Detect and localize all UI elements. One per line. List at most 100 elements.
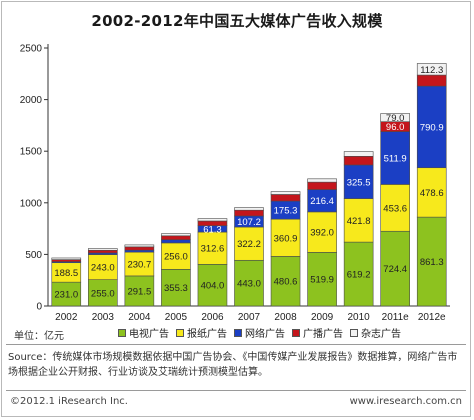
website-text: www.iresearch.com.cn — [349, 396, 462, 407]
legend-label-internet: 网络广告 — [245, 329, 285, 340]
legend-item-internet: 网络广告 — [234, 325, 285, 340]
bar-segment-tv — [380, 230, 410, 307]
bar-segment-tv — [343, 241, 374, 307]
data-label-tv: 519.9 — [310, 275, 334, 286]
data-label-internet: 107.2 — [237, 217, 261, 228]
y-tick-label: 500 — [25, 250, 42, 261]
legend-item-magazine: 杂志广告 — [350, 325, 401, 340]
source-note: Source：传统媒体市场规模数据依据中国广告协会、《中国传媒产业发展报告》数据… — [8, 352, 458, 378]
y-tick-label: 1000 — [20, 198, 43, 209]
data-label-magazine: 79.0 — [386, 113, 405, 124]
bar-segment-tv — [161, 269, 191, 307]
data-label-internet: 790.9 — [420, 122, 444, 133]
copyright-text: ©2012.1 iResearch Inc. — [10, 396, 128, 407]
data-label-tv: 404.0 — [201, 281, 225, 292]
data-label-newspaper: 230.7 — [127, 260, 151, 271]
legend-label-magazine: 杂志广告 — [361, 329, 401, 340]
bar-segment-magazine — [161, 233, 191, 237]
bar-segment-magazine — [197, 218, 228, 222]
bar-segment-magazine — [416, 63, 447, 76]
bar-segment-magazine — [343, 151, 374, 157]
bar-segment-internet — [343, 164, 374, 199]
data-label-newspaper: 360.9 — [274, 233, 298, 244]
legend-label-newspaper: 报纸广告 — [187, 329, 227, 340]
data-label-radio: 96.0 — [386, 122, 405, 133]
bar-segment-radio — [51, 259, 82, 262]
data-label-newspaper: 322.2 — [237, 239, 261, 250]
bar-segment-radio — [124, 246, 155, 251]
x-tick-label: 2012e — [418, 312, 446, 323]
x-tick-label: 2010 — [348, 312, 371, 323]
bar-segment-internet — [380, 131, 410, 185]
data-label-newspaper: 421.8 — [347, 216, 371, 227]
bar-segment-magazine — [270, 191, 301, 195]
divider-bottom — [6, 390, 466, 391]
bar-segment-magazine — [234, 207, 264, 211]
data-label-internet: 216.4 — [310, 196, 334, 207]
data-label-tv: 291.5 — [127, 286, 151, 297]
bar-segment-magazine — [380, 113, 410, 122]
bar-segment-tv — [124, 275, 155, 307]
bar-segment-magazine — [307, 178, 337, 183]
bar-segment-newspaper — [307, 211, 337, 253]
data-label-newspaper: 478.6 — [420, 188, 444, 199]
bar-segment-radio — [270, 194, 301, 202]
legend-swatch-magazine — [350, 328, 358, 337]
data-label-tv: 231.0 — [54, 290, 78, 301]
bar-segment-internet — [416, 85, 447, 169]
bar-segment-radio — [197, 220, 228, 227]
data-label-internet: 61.3 — [203, 224, 222, 235]
divider-top — [6, 344, 466, 345]
data-label-tv: 443.0 — [237, 279, 261, 290]
x-tick-label: 2011e — [382, 312, 410, 323]
data-label-internet: 175.3 — [274, 206, 298, 217]
legend-label-tv: 电视广告 — [129, 329, 169, 340]
data-label-newspaper: 392.0 — [310, 228, 334, 239]
data-label-newspaper: 256.0 — [164, 252, 188, 263]
bar-segment-newspaper — [234, 226, 264, 261]
chart-title: 2002-2012年中国五大媒体广告收入规模 — [91, 12, 383, 30]
bar-segment-radio — [416, 74, 447, 87]
data-label-newspaper: 188.5 — [54, 268, 78, 279]
data-label-newspaper: 453.6 — [383, 203, 407, 214]
legend-swatch-internet — [234, 328, 242, 337]
data-label-tv: 355.3 — [164, 283, 188, 294]
bar-segment-magazine — [88, 248, 118, 251]
legend: 电视广告 报纸广告 网络广告 广播广告 杂志广告 — [118, 325, 401, 340]
data-label-tv: 861.3 — [420, 257, 444, 268]
data-label-tv: 724.4 — [383, 264, 407, 275]
bar-segment-newspaper — [197, 231, 228, 265]
legend-label-radio: 广播广告 — [303, 329, 343, 340]
y-tick-label: 2000 — [20, 95, 43, 106]
x-tick-label: 2005 — [165, 312, 188, 323]
legend-swatch-radio — [292, 328, 300, 337]
x-tick-label: 2004 — [128, 312, 151, 323]
bar-segment-radio — [343, 156, 374, 166]
x-tick-label: 2007 — [238, 312, 261, 323]
bar-segment-tv — [88, 279, 118, 307]
x-tick-label: 2006 — [201, 312, 224, 323]
legend-item-tv: 电视广告 — [118, 325, 169, 340]
bar-segment-internet — [161, 239, 191, 244]
bar-segment-tv — [234, 259, 264, 307]
y-tick-label: 0 — [36, 302, 42, 313]
x-tick-label: 2009 — [311, 312, 334, 323]
bar-segment-magazine — [51, 257, 82, 260]
bar-segment-radio — [88, 249, 118, 254]
unit-label: 单位：亿元 — [14, 331, 64, 342]
y-tick-label: 1500 — [20, 147, 43, 158]
bar-segment-radio — [307, 181, 337, 190]
legend-swatch-tv — [118, 328, 126, 337]
bar-segment-newspaper — [161, 242, 191, 270]
bar-segment-magazine — [124, 244, 155, 248]
x-tick-label: 2003 — [92, 312, 115, 323]
legend-swatch-newspaper — [176, 328, 184, 337]
data-label-magazine: 112.3 — [420, 65, 443, 76]
data-label-internet: 325.5 — [347, 177, 371, 188]
bar-segment-tv — [416, 216, 447, 307]
data-label-tv: 255.0 — [91, 288, 115, 299]
data-label-tv: 619.2 — [347, 270, 371, 281]
bar-segment-radio — [161, 235, 191, 241]
bar-segment-tv — [307, 252, 337, 307]
